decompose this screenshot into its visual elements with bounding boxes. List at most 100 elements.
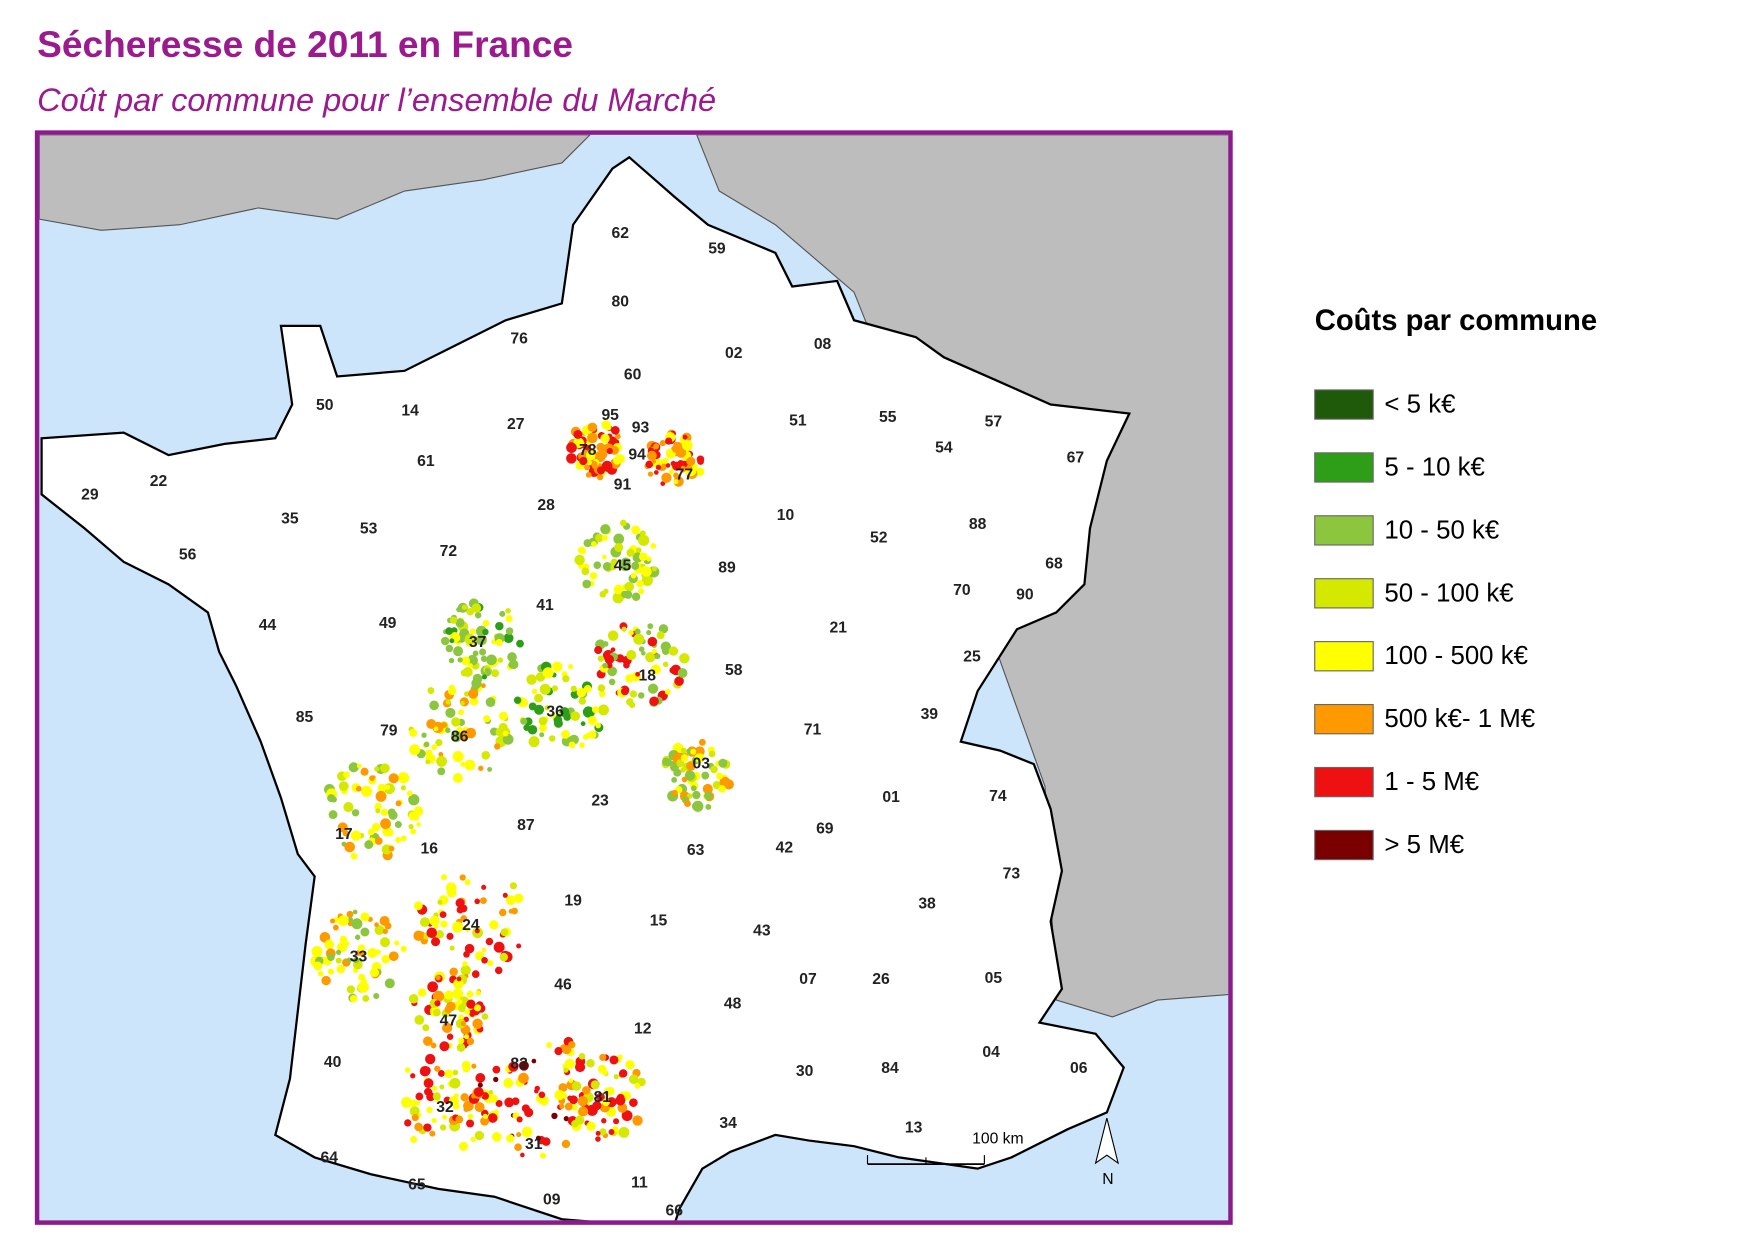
- department-label: 65: [408, 1177, 426, 1194]
- commune-spot: [360, 927, 370, 937]
- commune-spot: [686, 464, 693, 471]
- commune-spot: [599, 1128, 607, 1136]
- commune-spot: [601, 534, 608, 542]
- commune-spot: [360, 952, 366, 958]
- commune-spot: [544, 705, 550, 711]
- commune-spot: [542, 667, 554, 679]
- commune-spot: [682, 434, 688, 440]
- commune-spot: [433, 1008, 441, 1017]
- commune-spot: [602, 662, 608, 669]
- commune-spot: [665, 437, 673, 445]
- legend-swatch: [1314, 829, 1374, 861]
- commune-spot: [332, 924, 339, 931]
- commune-spot: [585, 732, 591, 739]
- commune-spot: [636, 579, 644, 588]
- commune-spot: [626, 548, 635, 557]
- commune-spot: [382, 928, 388, 935]
- commune-spot: [435, 975, 441, 981]
- commune-spot: [498, 722, 508, 732]
- department-label: 60: [624, 366, 642, 383]
- commune-spot: [460, 915, 468, 922]
- legend-label: 100 - 500 k€: [1384, 642, 1528, 670]
- commune-spot: [608, 1129, 615, 1135]
- commune-spot: [449, 967, 458, 977]
- commune-spot: [435, 739, 443, 747]
- commune-spot: [311, 946, 323, 958]
- commune-spot: [503, 633, 514, 644]
- commune-spot: [434, 1000, 441, 1007]
- department-label: 66: [665, 1203, 683, 1220]
- commune-spot: [654, 653, 661, 660]
- commune-spot: [676, 759, 685, 768]
- department-label: 87: [517, 817, 535, 834]
- legend-swatch: [1314, 452, 1374, 483]
- commune-spot: [597, 684, 606, 692]
- commune-spot: [426, 927, 438, 939]
- commune-spot: [563, 1067, 569, 1073]
- commune-spot: [377, 783, 386, 793]
- department-label: 16: [421, 841, 439, 858]
- commune-spot: [445, 699, 452, 705]
- commune-spot: [564, 1102, 573, 1111]
- commune-spot: [571, 1081, 582, 1091]
- commune-spot: [464, 633, 476, 645]
- department-label: 71: [804, 722, 822, 739]
- commune-spot: [578, 697, 586, 705]
- commune-spot: [673, 768, 682, 777]
- commune-spot: [716, 772, 724, 780]
- commune-spot: [421, 732, 427, 738]
- commune-spot: [514, 1143, 522, 1152]
- legend-title: Coûts par commune: [1315, 305, 1597, 337]
- commune-spot: [535, 1135, 542, 1141]
- commune-spot: [350, 852, 358, 860]
- commune-spot: [651, 648, 657, 655]
- commune-spot: [551, 1112, 558, 1120]
- commune-spot: [570, 711, 581, 721]
- commune-spot: [484, 667, 491, 674]
- commune-spot: [388, 845, 395, 852]
- commune-spot: [442, 1114, 448, 1120]
- commune-spot: [446, 887, 457, 898]
- commune-spot: [513, 696, 522, 704]
- commune-spot: [452, 988, 464, 1000]
- department-label: 02: [725, 345, 743, 362]
- department-label: 53: [360, 520, 378, 537]
- department-label: 26: [872, 971, 890, 988]
- commune-spot: [395, 836, 402, 844]
- commune-spot: [495, 1099, 503, 1108]
- commune-spot: [432, 1092, 441, 1101]
- commune-spot: [486, 655, 496, 665]
- commune-spot: [369, 967, 380, 978]
- department-label: 10: [777, 507, 795, 524]
- commune-spot: [336, 964, 346, 974]
- commune-spot: [719, 776, 731, 788]
- commune-spot: [499, 610, 506, 617]
- commune-spot: [456, 606, 462, 613]
- commune-spot: [313, 961, 323, 971]
- commune-spot: [607, 630, 619, 641]
- commune-spot: [576, 687, 587, 698]
- commune-spot: [646, 556, 652, 562]
- commune-spot: [671, 776, 678, 783]
- commune-spot: [658, 624, 669, 634]
- commune-spot: [436, 755, 448, 767]
- department-label: 85: [296, 709, 314, 726]
- commune-spot: [531, 1058, 537, 1064]
- department-label: 94: [628, 446, 646, 463]
- commune-spot: [595, 1130, 601, 1136]
- commune-spot: [433, 726, 439, 732]
- commune-spot: [455, 1115, 464, 1124]
- commune-spot: [414, 1015, 425, 1025]
- commune-spot: [690, 785, 697, 792]
- commune-spot: [647, 623, 654, 630]
- commune-spot: [474, 612, 482, 619]
- commune-spot: [481, 956, 488, 964]
- commune-spot: [573, 429, 583, 439]
- commune-spot: [445, 627, 453, 635]
- commune-spot: [461, 656, 471, 666]
- commune-spot: [422, 1024, 430, 1032]
- commune-spot: [518, 1072, 529, 1084]
- commune-spot: [662, 661, 669, 668]
- commune-spot: [439, 1084, 445, 1090]
- commune-spot: [477, 1082, 483, 1088]
